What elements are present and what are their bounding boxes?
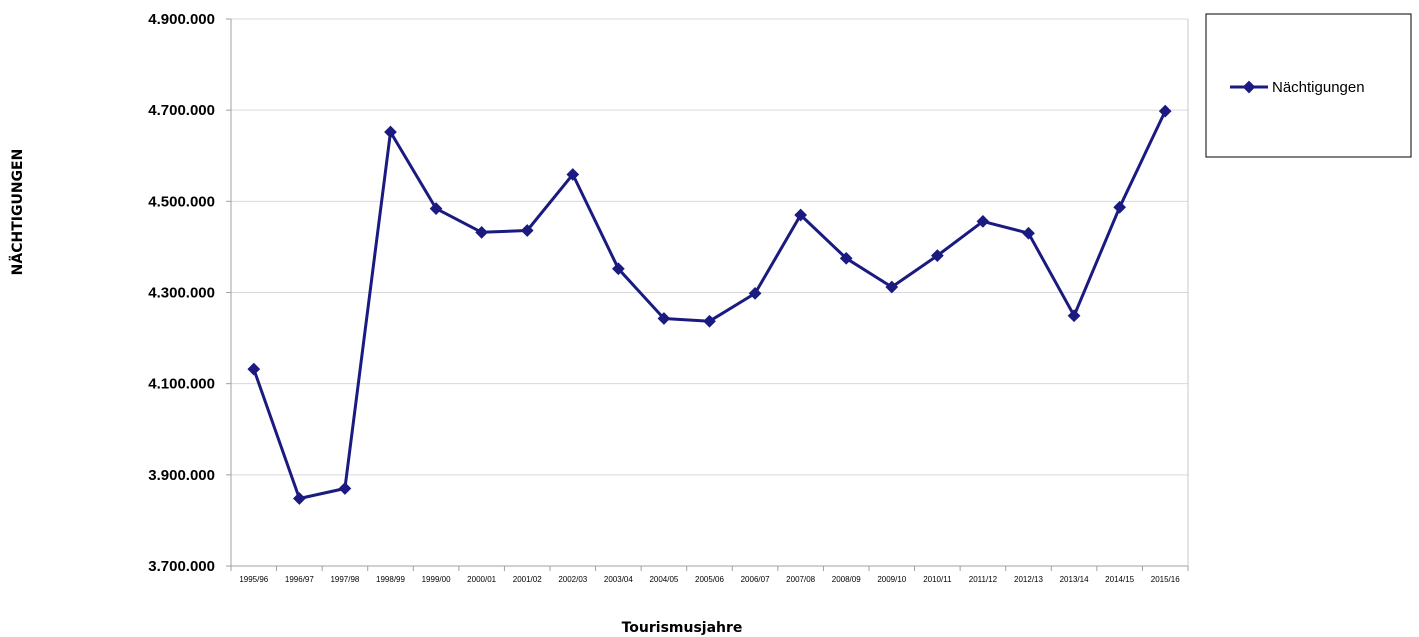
data-point [1158, 104, 1172, 118]
x-tick-label: 2015/16 [1151, 575, 1180, 584]
y-tick-label: 3.900.000 [148, 467, 215, 484]
y-tick-label: 4.900.000 [148, 11, 215, 28]
data-point [1022, 226, 1035, 240]
x-tick-label: 1995/96 [239, 575, 268, 584]
x-tick-label: 2007/08 [786, 575, 815, 584]
data-point [429, 202, 443, 215]
data-point [338, 482, 352, 495]
x-tick-label: 2001/02 [513, 575, 542, 584]
x-tick-label: 2009/10 [877, 575, 906, 584]
data-point [475, 225, 489, 239]
x-tick-label: 2005/06 [695, 575, 724, 584]
x-tick-label: 2004/05 [649, 575, 678, 584]
y-tick-label: 4.700.000 [148, 102, 215, 119]
y-axis-title: NÄCHTIGUNGEN [9, 149, 26, 276]
data-point [247, 362, 261, 376]
data-point [1113, 200, 1127, 214]
x-tick-label: 1999/00 [422, 575, 451, 584]
y-tick-label: 3.700.000 [148, 558, 215, 575]
x-tick-label: 2011/12 [969, 575, 998, 584]
x-tick-label: 1997/98 [330, 575, 359, 584]
x-tick-label: 2000/01 [467, 575, 496, 584]
x-tick-label: 2010/11 [923, 575, 952, 584]
data-point [292, 492, 306, 505]
gridlines [231, 18, 1188, 476]
x-tick-label: 2014/15 [1105, 575, 1134, 584]
y-tick-label: 4.300.000 [148, 285, 215, 302]
y-tick-label: 4.100.000 [148, 376, 215, 393]
x-tick-label: 2013/14 [1060, 575, 1089, 584]
series-line [252, 110, 1167, 500]
x-tick-label: 2012/13 [1014, 575, 1043, 584]
x-axis-ticks: 1995/96 1996/97 1997/98 1998/99 1999/00 2000/… [230, 566, 1189, 584]
x-tick-label: 2002/03 [558, 575, 587, 584]
x-tick-label: 2003/04 [604, 575, 633, 584]
series-layer [247, 104, 1172, 505]
x-tick-label: 2006/07 [741, 575, 770, 584]
data-point [384, 125, 397, 139]
x-tick-label: 2008/09 [832, 575, 861, 584]
y-tick-label: 4.500.000 [148, 193, 215, 210]
legend: Nächtigungen [1205, 13, 1412, 158]
x-tick-label: 1998/99 [376, 575, 405, 584]
data-point [1067, 309, 1081, 323]
legend-label: Nächtigungen [1272, 79, 1365, 96]
x-axis-title: Tourismusjahre [622, 620, 743, 636]
x-tick-label: 1996/97 [285, 575, 314, 584]
y-axis-ticks: 3.700.000 3.900.000 4.100.000 4.300.000 4.50… [148, 11, 231, 575]
